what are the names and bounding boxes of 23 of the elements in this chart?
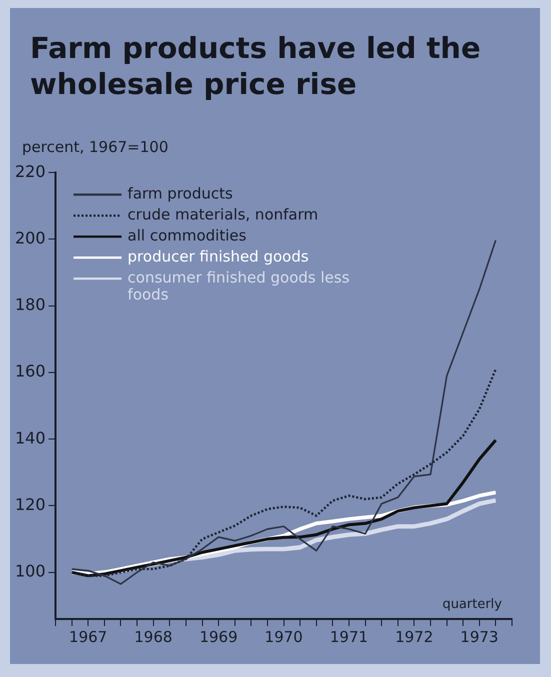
y-tick-label: 180 <box>14 295 46 314</box>
y-tick-label: 200 <box>14 228 46 248</box>
legend-label: farm products <box>128 184 233 202</box>
legend-label: all commodities <box>128 226 247 244</box>
x-tick-label: 1967 <box>69 628 108 646</box>
x-tick-label: 1973 <box>460 628 498 646</box>
x-tick-label: 1969 <box>199 628 238 646</box>
x-tick-label: 1972 <box>395 628 434 646</box>
line-series <box>70 368 497 577</box>
y-tick-label: 120 <box>14 494 46 514</box>
chart-title: Farm products have led the wholesale price rise <box>30 30 482 102</box>
annotation: quarterly <box>442 596 502 612</box>
y-axis-title: percent, 1967=100 <box>22 138 168 156</box>
y-tick-label: 160 <box>14 362 46 381</box>
legend-label: producer finished goods <box>128 247 309 266</box>
x-tick-label: 1968 <box>134 628 172 646</box>
legend-label: consumer finished goods less foods <box>128 268 350 304</box>
x-tick-label: 1970 <box>264 628 303 646</box>
y-tick-label: 140 <box>14 428 46 448</box>
y-tick-label: 100 <box>14 562 46 581</box>
y-tick-label: 220 <box>14 162 46 181</box>
legend-label: crude materials, nonfarm <box>128 205 318 224</box>
x-tick-label: 1971 <box>330 628 368 646</box>
